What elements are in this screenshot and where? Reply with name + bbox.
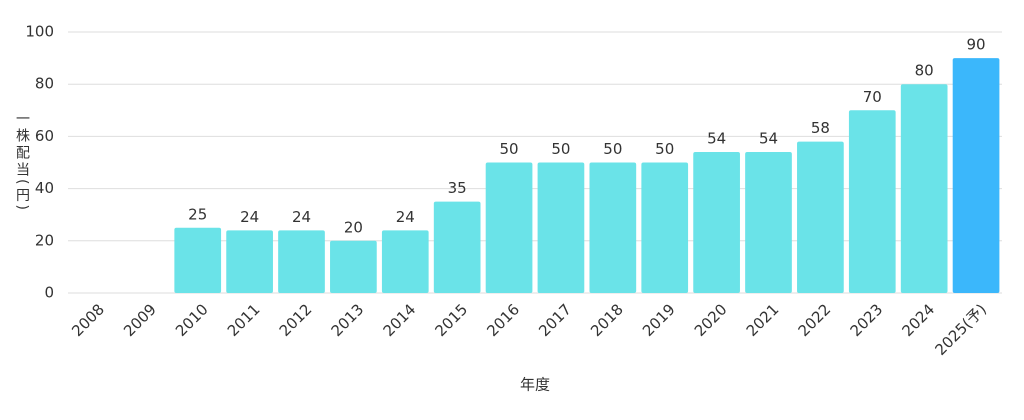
- bar: [381, 230, 429, 293]
- y-tick-label: 60: [35, 127, 54, 145]
- x-tick-label: 2012: [276, 300, 316, 340]
- bar: [952, 58, 1000, 293]
- x-tick-label: 2008: [68, 300, 108, 340]
- data-label: 54: [707, 130, 726, 148]
- x-tick-label: 2017: [535, 300, 575, 340]
- x-tick-label: 2019: [639, 300, 679, 340]
- y-tick-label: 100: [25, 23, 54, 41]
- bar: [485, 162, 533, 293]
- data-label: 24: [240, 208, 259, 226]
- x-tick-label: 2016: [483, 300, 523, 340]
- x-axis-title: 年度: [520, 376, 550, 394]
- bar: [641, 162, 689, 293]
- bar: [330, 240, 377, 293]
- data-label: 50: [500, 140, 519, 158]
- y-tick-label: 20: [35, 231, 54, 249]
- data-label: 20: [344, 218, 363, 236]
- x-tick-label: 2009: [120, 300, 160, 340]
- data-label: 24: [292, 208, 311, 226]
- bar: [848, 110, 896, 293]
- x-tick-label: 2022: [795, 300, 835, 340]
- x-tick-label: 2021: [743, 300, 783, 340]
- y-tick-label: 80: [35, 75, 54, 93]
- data-label: 50: [603, 140, 622, 158]
- bar: [433, 201, 481, 293]
- x-tick-label: 2015: [431, 300, 471, 340]
- bar: [226, 230, 273, 293]
- data-label: 90: [967, 36, 986, 54]
- bar: [745, 152, 792, 293]
- data-label: 58: [811, 119, 830, 137]
- data-label: 50: [655, 140, 674, 158]
- data-label: 50: [551, 140, 570, 158]
- y-tick-label: 0: [44, 284, 54, 302]
- data-label: 35: [448, 179, 467, 197]
- bar: [278, 230, 325, 293]
- bar: [174, 227, 222, 293]
- x-tick-label: 2013: [328, 300, 368, 340]
- x-tick-label: 2020: [691, 300, 731, 340]
- x-tick-label: 2023: [847, 300, 887, 340]
- bar: [693, 152, 740, 293]
- x-tick-label: 2014: [380, 300, 420, 340]
- data-label: 70: [863, 88, 882, 106]
- data-label: 80: [915, 62, 934, 80]
- x-tick-label: 2018: [587, 300, 627, 340]
- x-tick-label: 2010: [172, 300, 212, 340]
- y-tick-label: 40: [35, 179, 54, 197]
- x-tick-label: 2024: [898, 300, 938, 340]
- y-axis-title: 一株配当(円): [14, 111, 30, 213]
- bar: [537, 162, 585, 293]
- data-label: 24: [396, 208, 415, 226]
- bar: [900, 84, 948, 293]
- bar: [797, 141, 844, 293]
- data-label: 54: [759, 130, 778, 148]
- bar: [589, 162, 637, 293]
- x-tick-label: 2011: [224, 300, 264, 340]
- x-tick-label: 2025(予): [931, 300, 990, 359]
- data-label: 25: [188, 205, 207, 223]
